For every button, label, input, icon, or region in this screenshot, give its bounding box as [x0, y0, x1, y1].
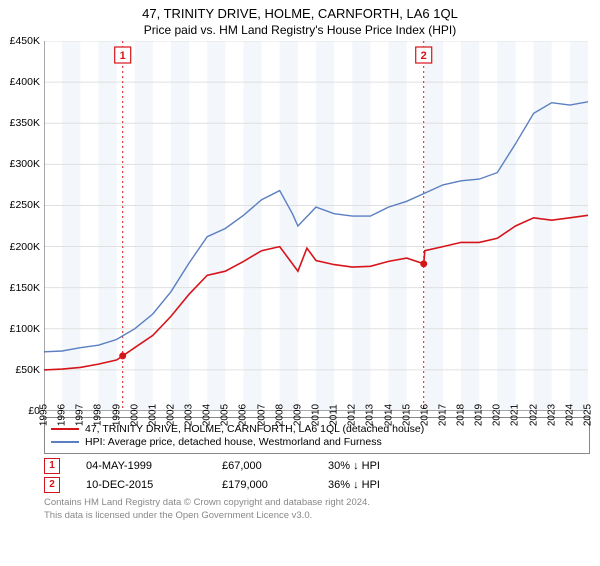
x-tick-label: 2020: [492, 404, 503, 426]
line-chart: 12: [44, 41, 588, 411]
x-tick-label: 2002: [165, 404, 176, 426]
y-tick-label: £450K: [10, 35, 40, 47]
svg-text:2: 2: [421, 50, 427, 62]
x-tick-label: 2018: [456, 404, 467, 426]
x-tick-label: 2005: [220, 404, 231, 426]
footer: Contains HM Land Registry data © Crown c…: [44, 497, 600, 523]
x-tick-label: 2014: [383, 404, 394, 426]
legend-swatch: [51, 441, 79, 443]
legend-swatch: [51, 428, 79, 430]
x-tick-label: 1996: [57, 404, 68, 426]
sale-diff: 30% ↓ HPI: [328, 460, 380, 472]
sale-diff: 36% ↓ HPI: [328, 479, 380, 491]
x-tick-label: 2004: [202, 404, 213, 426]
sale-price: £67,000: [222, 460, 302, 472]
x-tick-label: 1995: [39, 404, 50, 426]
x-tick-label: 1997: [75, 404, 86, 426]
x-tick-label: 2000: [129, 404, 140, 426]
x-tick-label: 2016: [419, 404, 430, 426]
x-tick-label: 2022: [528, 404, 539, 426]
x-tick-label: 2006: [238, 404, 249, 426]
legend-row: HPI: Average price, detached house, West…: [51, 436, 583, 448]
y-tick-label: £350K: [10, 117, 40, 129]
legend-label: HPI: Average price, detached house, West…: [85, 436, 382, 448]
y-tick-label: £300K: [10, 158, 40, 170]
chart-area: 12 £0£50K£100K£150K£200K£250K£300K£350K£…: [44, 41, 588, 411]
x-tick-label: 2011: [329, 404, 340, 426]
y-tick-label: £100K: [10, 323, 40, 335]
footer-line: This data is licensed under the Open Gov…: [44, 510, 600, 523]
x-tick-label: 2017: [437, 404, 448, 426]
y-tick-label: £400K: [10, 76, 40, 88]
x-tick-label: 2001: [147, 404, 158, 426]
chart-title: 47, TRINITY DRIVE, HOLME, CARNFORTH, LA6…: [0, 6, 600, 21]
y-tick-label: £50K: [15, 364, 40, 376]
y-tick-label: £150K: [10, 282, 40, 294]
svg-text:1: 1: [120, 50, 126, 62]
x-tick-label: 1998: [93, 404, 104, 426]
x-tick-label: 2009: [292, 404, 303, 426]
x-tick-label: 2013: [365, 404, 376, 426]
sale-date: 04-MAY-1999: [86, 460, 196, 472]
sale-price: £179,000: [222, 479, 302, 491]
sale-record: 1 04-MAY-1999 £67,000 30% ↓ HPI: [44, 458, 600, 474]
sale-marker: 1: [44, 458, 60, 474]
chart-subtitle: Price paid vs. HM Land Registry's House …: [0, 23, 600, 37]
x-tick-label: 1999: [111, 404, 122, 426]
footer-line: Contains HM Land Registry data © Crown c…: [44, 497, 600, 510]
x-tick-label: 2025: [583, 404, 594, 426]
x-tick-label: 2012: [347, 404, 358, 426]
x-tick-label: 2003: [184, 404, 195, 426]
x-tick-label: 2015: [401, 404, 412, 426]
x-tick-label: 2023: [546, 404, 557, 426]
x-tick-label: 2024: [564, 404, 575, 426]
x-tick-label: 2021: [510, 404, 521, 426]
sale-record: 2 10-DEC-2015 £179,000 36% ↓ HPI: [44, 477, 600, 493]
sale-marker: 2: [44, 477, 60, 493]
figure: 47, TRINITY DRIVE, HOLME, CARNFORTH, LA6…: [0, 6, 600, 566]
x-tick-label: 2010: [311, 404, 322, 426]
y-tick-label: £200K: [10, 241, 40, 253]
x-tick-label: 2019: [474, 404, 485, 426]
y-tick-label: £250K: [10, 199, 40, 211]
x-tick-label: 2008: [274, 404, 285, 426]
sale-date: 10-DEC-2015: [86, 479, 196, 491]
x-tick-label: 2007: [256, 404, 267, 426]
